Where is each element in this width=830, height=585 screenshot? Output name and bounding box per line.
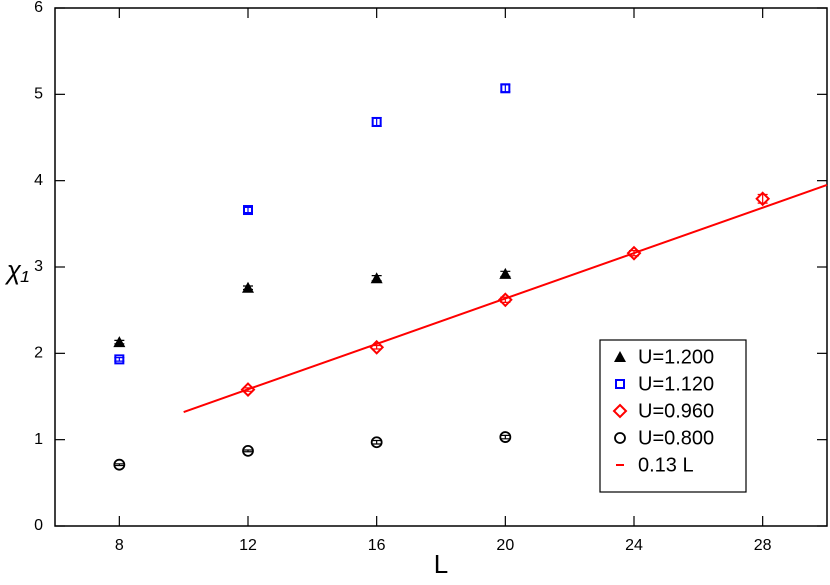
x-tick-label: 16 [368, 537, 386, 554]
circle-marker [113, 458, 126, 471]
y-tick-label: 4 [34, 172, 43, 189]
x-tick-label: 28 [754, 537, 772, 554]
square-marker [371, 116, 382, 127]
legend-box [599, 339, 747, 493]
y-tick-label: 1 [34, 431, 43, 448]
error-bar [114, 463, 125, 467]
square-marker [243, 205, 253, 216]
triangle-marker [614, 351, 626, 362]
y-tick-label: 2 [34, 345, 43, 362]
circle-marker [499, 431, 512, 443]
triangle-marker [499, 267, 512, 279]
y-tick-label: 0 [34, 517, 43, 534]
x-tick-label: 12 [239, 537, 257, 554]
y-tick-label: 3 [34, 258, 43, 275]
legend-label: 0.13 L [638, 454, 694, 476]
square-marker [500, 83, 511, 94]
error-bar [243, 449, 253, 453]
fit-line [183, 184, 828, 413]
y-tick-label: 5 [34, 86, 43, 103]
legend-label: U=0.960 [638, 400, 714, 422]
error-bar [757, 193, 768, 204]
x-axis-label: L [434, 549, 448, 579]
x-tick-label: 8 [115, 537, 124, 554]
x-tick-label: 20 [496, 537, 514, 554]
square-marker [615, 379, 625, 389]
y-axis-label: χ₁ [5, 255, 29, 285]
circle-marker [370, 436, 383, 449]
error-bar [500, 434, 511, 440]
legend-label: U=1.120 [638, 373, 714, 395]
circle-marker [614, 432, 626, 444]
triangle-marker [242, 281, 254, 293]
triangle-marker [370, 272, 383, 284]
x-tick-label: 24 [625, 537, 643, 554]
diamond-marker [612, 403, 628, 419]
legend-label: U=0.800 [638, 427, 714, 449]
legend-label: U=1.200 [638, 346, 714, 368]
square-marker [114, 354, 125, 365]
triangle-marker [113, 336, 126, 348]
error-bar [371, 439, 382, 445]
y-tick-label: 6 [34, 0, 43, 16]
diamond-marker [755, 191, 771, 207]
circle-marker [242, 444, 254, 457]
